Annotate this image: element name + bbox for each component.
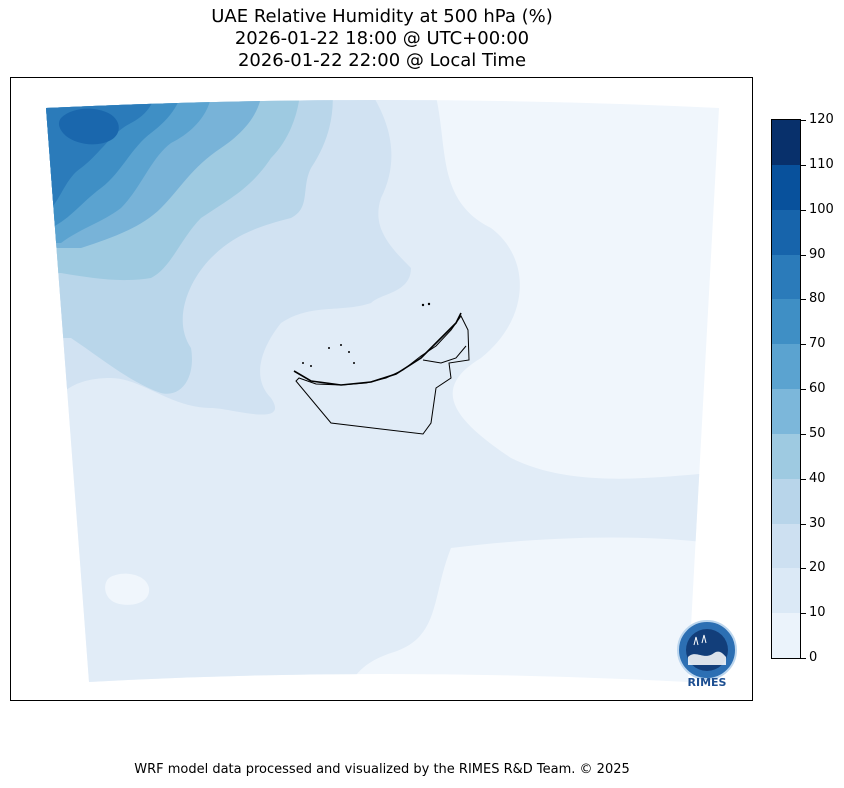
title-line-2: 2026-01-22 18:00 @ UTC+00:00 [234,28,530,49]
colorbar-segment [772,254,800,300]
colorbar-tick-label: 80 [809,291,826,307]
colorbar-tick [801,433,806,435]
colorbar-segment [772,209,800,255]
colorbar-tick [801,568,806,570]
colorbar-tick [801,478,806,480]
colorbar-tick-label: 110 [809,156,834,172]
title-line-3: 2026-01-22 22:00 @ Local Time [237,50,527,71]
colorbar-tick-label: 10 [809,605,826,621]
colorbar-tick-label: 70 [809,336,826,352]
colorbar-segment [772,568,800,614]
colorbar-tick-label: 30 [809,515,826,531]
colorbar-segment [772,523,800,569]
colorbar-segment [772,389,800,435]
rimes-logo-text: RIMES [688,676,727,689]
colorbar-segment [772,478,800,524]
map-frame [10,77,753,701]
map-title: UAE Relative Humidity at 500 hPa (%) 202… [0,6,764,72]
title-line-1: UAE Relative Humidity at 500 hPa (%) [211,6,553,27]
colorbar-tick [801,254,806,256]
colorbar-tick-label: 0 [809,650,818,665]
colorbar-tick [801,164,806,166]
colorbar [771,119,801,659]
colorbar-tick [801,209,806,211]
colorbar-tick-label: 60 [809,381,826,396]
colorbar-tick-label: 40 [809,470,826,486]
uae-coastline [293,312,462,386]
colorbar-tick [801,613,806,615]
uae-islands [302,302,431,367]
colorbar-tick [801,299,806,301]
colorbar-tick-label: 50 [809,425,826,441]
colorbar-segment [772,120,800,166]
colorbar-segment [772,344,800,390]
map-canvas [46,100,719,682]
uae-internal-border [422,345,467,364]
colorbar-tick [801,523,806,525]
colorbar-tick-label: 100 [809,201,834,217]
footer-credit: WRF model data processed and visualized … [134,762,630,777]
colorbar-tick [801,658,806,659]
colorbar-segment [772,164,800,211]
colorbar-tick [801,389,806,390]
rimes-logo: RIMES [677,620,737,689]
colorbar-segment [772,613,800,659]
colorbar-tick [801,344,806,346]
rh-contour-90-100 [58,108,119,145]
colorbar-tick [801,120,806,121]
colorbar-segment [772,433,800,480]
colorbar-tick-label: 120 [809,112,834,127]
rh-contour-patch-sw [105,573,150,605]
colorbar-segment [772,299,800,345]
colorbar-tick-label: 90 [809,246,826,262]
colorbar-tick-label: 20 [809,560,826,576]
